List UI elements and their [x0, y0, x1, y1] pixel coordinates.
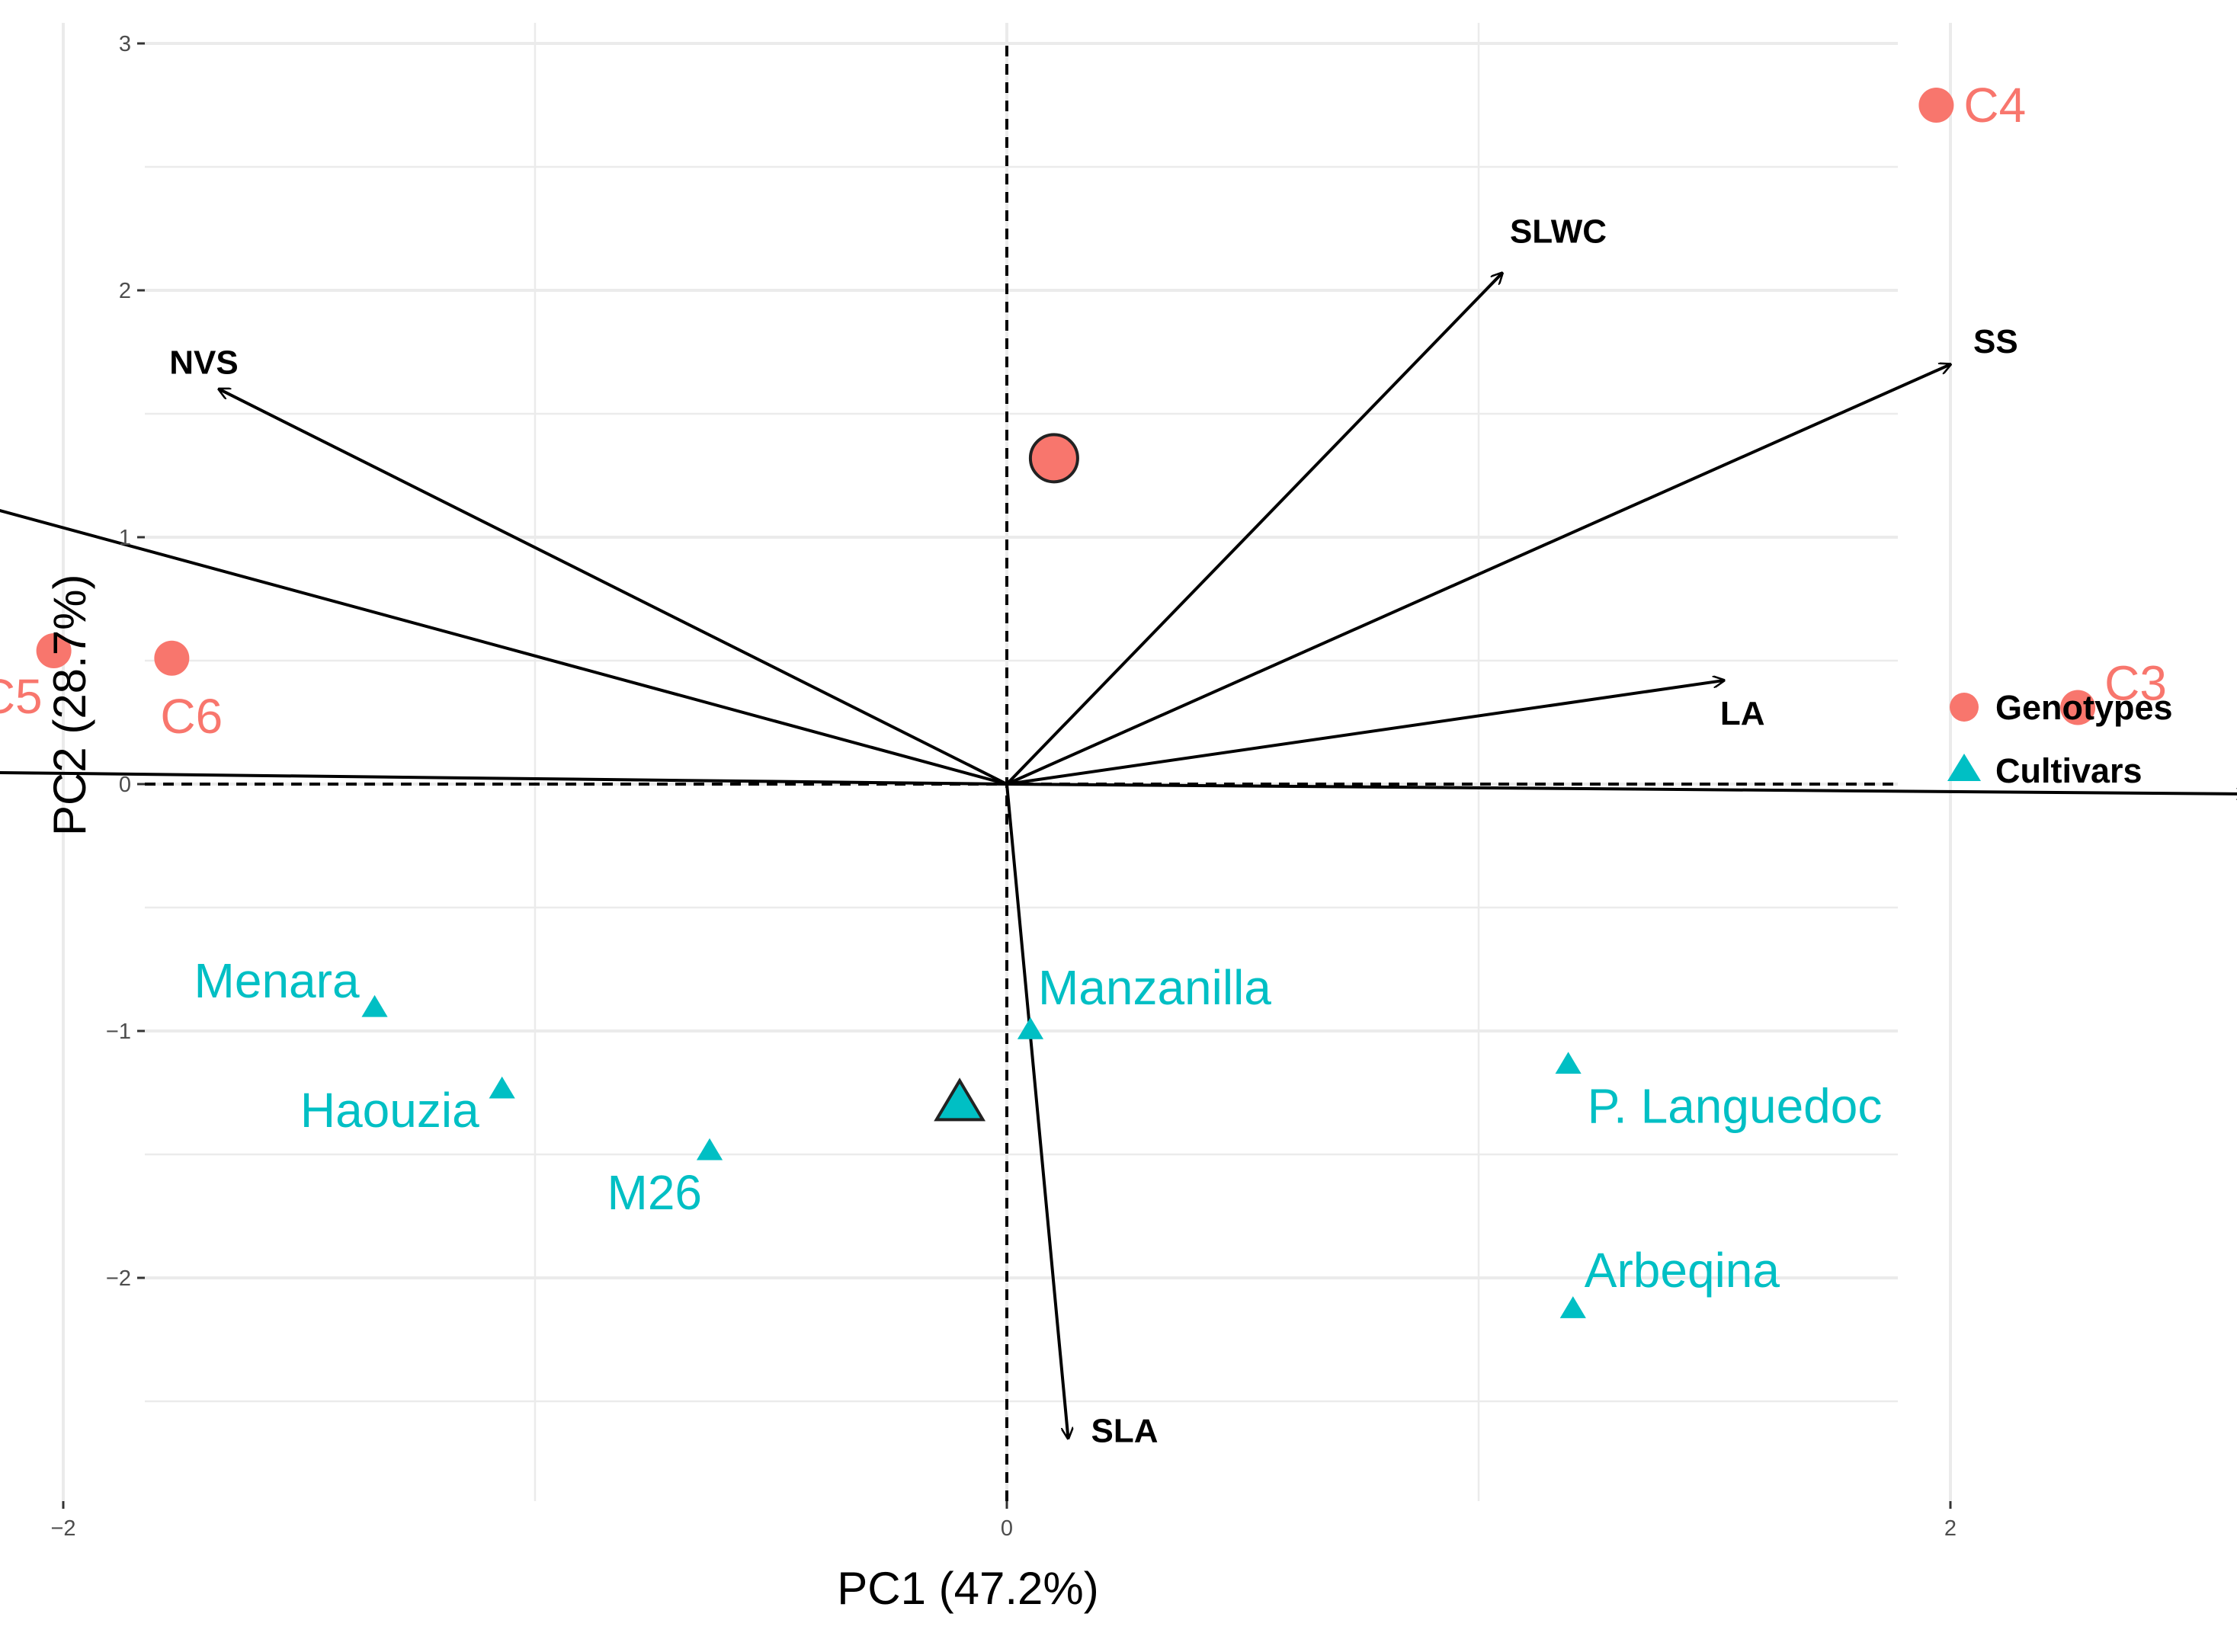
x-tick-label: 0 [1001, 1516, 1013, 1541]
genotype-point [2060, 690, 2096, 725]
loading-label-la: LA [1720, 695, 1765, 732]
x-tick-label: −2 [50, 1516, 75, 1541]
y-tick-label: 0 [119, 773, 131, 797]
loading-label-ss: SS [1973, 323, 2018, 360]
minor-gridlines [145, 23, 1898, 1501]
cultivar-point [1559, 1296, 1586, 1318]
point-label: Haouzia [300, 1083, 479, 1138]
loading-label-slwc: SLWC [1510, 213, 1607, 250]
point-label: C3 [2104, 656, 2167, 711]
legend-key-cultivars [1947, 754, 1981, 781]
data-points: C1C2C3C4C5C6MenaraManzanillaHaouziaP. La… [0, 78, 2167, 1318]
y-axis-title: PC2 (28.7%) [44, 575, 95, 836]
cultivar-point [696, 1138, 723, 1161]
loading-arrows: SLWCSSNVSSPILASDSVSSLA [0, 213, 2237, 1450]
loading-arrow-ss [1006, 364, 1950, 786]
loading-label-nvs: NVS [169, 344, 238, 382]
loading-arrow-la [1006, 680, 1724, 786]
point-label: M26 [607, 1165, 703, 1220]
x-tick-label: 2 [1944, 1516, 1957, 1541]
cultivar-point [1017, 1017, 1044, 1039]
genotype-point [154, 640, 190, 676]
y-tick-label: 3 [119, 32, 131, 56]
point-label: C6 [160, 689, 223, 744]
point-label: P. Languedoc [1588, 1078, 1883, 1133]
loading-arrow-sd [0, 770, 1008, 786]
point-label: Menara [194, 953, 360, 1008]
loading-arrow-slwc [1005, 273, 1502, 786]
axes: −2 0 2 3 2 1 0 −1 −2 [50, 32, 1957, 1541]
x-axis-title: PC1 (47.2%) [837, 1563, 1098, 1614]
cultivar-point [489, 1076, 515, 1099]
loading-arrow-spi [0, 508, 1008, 786]
reference-lines [145, 46, 1898, 1501]
y-tick-label: 2 [119, 279, 131, 303]
genotype-point [36, 633, 72, 669]
y-tick-label: 1 [119, 526, 131, 550]
cultivar-centroid [934, 1077, 986, 1122]
y-tick-label: −2 [106, 1266, 131, 1291]
cultivar-point [361, 994, 388, 1017]
legend-label: Cultivars [1995, 751, 2142, 790]
y-tick-label: −1 [106, 1020, 131, 1044]
loading-arrow-sla [1005, 783, 1068, 1439]
point-label: C5 [0, 669, 43, 724]
point-label: Manzanilla [1038, 960, 1271, 1015]
legend-label: Genotypes [1995, 688, 2173, 727]
legend-key-genotypes [1950, 693, 1979, 722]
loading-label-sla: SLA [1091, 1413, 1158, 1450]
cultivar-point [1555, 1052, 1582, 1074]
genotype-centroid [1028, 433, 1079, 484]
loading-arrow-nvs [219, 389, 1008, 786]
legend: Genotypes Cultivars [1947, 688, 2173, 790]
genotype-point [1918, 88, 1954, 123]
loading-arrow-svs [1006, 783, 2237, 794]
point-label: Arbeqina [1585, 1243, 1780, 1298]
point-label: C4 [1963, 78, 2026, 133]
